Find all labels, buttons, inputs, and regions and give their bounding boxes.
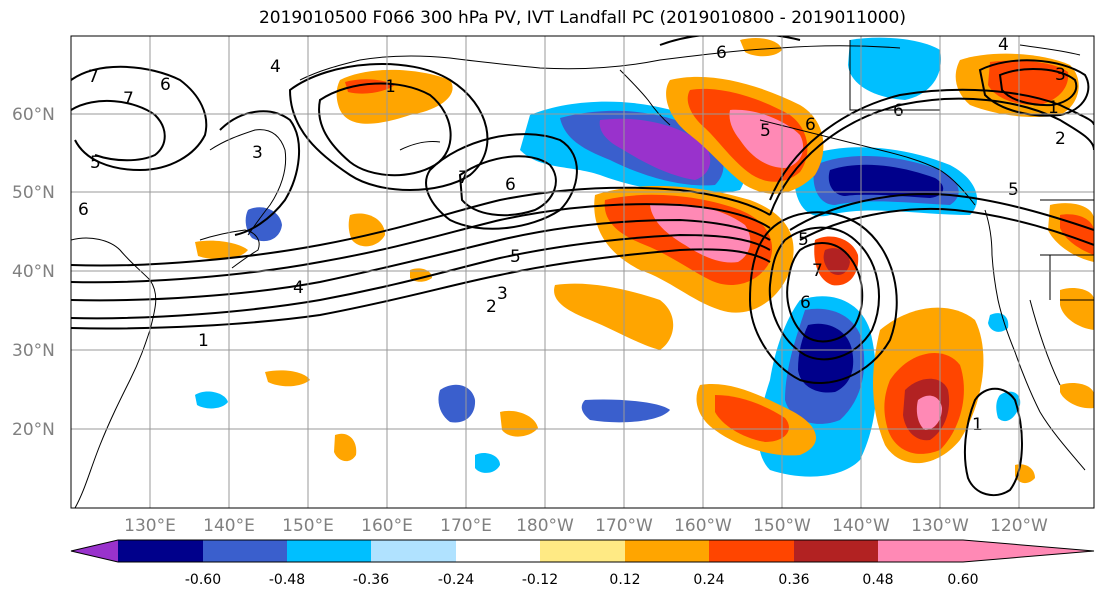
lat-label-50n: 50°N xyxy=(12,183,55,203)
contour-label-1c: 1 xyxy=(1048,98,1059,118)
contour-label-6c: 6 xyxy=(800,293,811,313)
contour-label-7c: 7 xyxy=(88,67,99,87)
contour-label-6: 6 xyxy=(505,175,516,195)
pv-contours xyxy=(71,36,1094,497)
contour-label-4c: 4 xyxy=(998,35,1009,55)
colorbar-tick-label: -0.60 xyxy=(185,572,221,588)
colorbar-tick-label: -0.48 xyxy=(269,572,305,588)
colorbar-tick-label: 0.48 xyxy=(862,572,893,588)
contour-label-2: 2 xyxy=(486,297,497,317)
lon-label-180w: 180°W xyxy=(516,516,574,536)
colorbar-tick-label: -0.36 xyxy=(353,572,389,588)
lon-label-150w: 150°W xyxy=(753,516,811,536)
positive-anomaly-regions xyxy=(195,38,1094,484)
colorbar-extend-high xyxy=(878,540,963,562)
colorbar-segment xyxy=(709,540,794,562)
colorbar-tick-label: 0.60 xyxy=(947,572,978,588)
colorbar: -0.60 -0.48 -0.36 -0.24 -0.12 0.12 0.24 … xyxy=(70,539,1095,588)
lat-label-40n: 40°N xyxy=(12,262,55,282)
gridlines xyxy=(71,36,1094,508)
contour-label-1d: 1 xyxy=(972,415,983,435)
contour-label-5e: 5 xyxy=(90,153,101,173)
lat-label-20n: 20°N xyxy=(12,420,55,440)
contour-label-3c: 3 xyxy=(252,143,263,163)
contour-label-4b: 4 xyxy=(270,57,281,77)
contour-label-3: 3 xyxy=(497,284,508,304)
contour-label-2b: 2 xyxy=(1055,129,1066,149)
map-frame xyxy=(70,35,1095,509)
contour-label-5d: 5 xyxy=(760,121,771,141)
map-panel: 1 2 3 4 5 6 7 1 3 2 1 6 5 5 6 7 6 5 6 1 … xyxy=(71,35,1094,508)
colorbar-extend-high-arrow xyxy=(963,540,1094,562)
colorbar-segment xyxy=(456,540,540,562)
contour-label-5: 5 xyxy=(510,247,521,267)
colorbar-extend-low xyxy=(71,540,118,562)
lat-label-60n: 60°N xyxy=(12,105,55,125)
colorbar-segment xyxy=(794,540,878,562)
colorbar-segment xyxy=(371,540,456,562)
map-title: 2019010500 F066 300 hPa PV, IVT Landfall… xyxy=(258,8,906,28)
contour-label-7d: 7 xyxy=(123,89,134,109)
contour-label-7: 7 xyxy=(458,168,469,188)
colorbar-tick-label: -0.12 xyxy=(522,572,558,588)
colorbar-tick-label: 0.36 xyxy=(778,572,809,588)
contour-label-1b: 1 xyxy=(385,77,396,97)
lon-label-150e: 150°E xyxy=(282,516,334,536)
contour-label-5b: 5 xyxy=(1008,180,1019,200)
lon-label-140w: 140°W xyxy=(832,516,890,536)
lon-label-170e: 170°E xyxy=(440,516,492,536)
lon-label-160w: 160°W xyxy=(674,516,732,536)
colorbar-tick-label: 0.24 xyxy=(693,572,724,588)
contour-label-6b: 6 xyxy=(893,101,904,121)
colorbar-tick-label: 0.12 xyxy=(609,572,640,588)
colorbar-tick-label: -0.24 xyxy=(438,572,474,588)
lon-label-170w: 170°W xyxy=(595,516,653,536)
contour-label-1: 1 xyxy=(198,331,209,351)
lon-label-140e: 140°E xyxy=(203,516,255,536)
contour-label-5c: 5 xyxy=(798,230,809,250)
colorbar-segment xyxy=(625,540,709,562)
colorbar-segment xyxy=(287,540,371,562)
lon-label-120w: 120°W xyxy=(990,516,1048,536)
lon-label-130w: 130°W xyxy=(911,516,969,536)
contour-labels: 1 2 3 4 5 6 7 1 3 2 1 6 5 5 6 7 6 5 6 1 … xyxy=(78,35,1066,435)
colorbar-segment xyxy=(118,540,203,562)
latitude-labels: 60°N 50°N 40°N 30°N 20°N xyxy=(12,105,55,440)
contour-label-6g: 6 xyxy=(78,200,89,220)
contour-label-4: 4 xyxy=(293,278,304,298)
lat-label-30n: 30°N xyxy=(12,341,55,361)
contour-label-3b: 3 xyxy=(1055,65,1066,85)
contour-label-6e: 6 xyxy=(805,115,816,135)
contour-label-6f: 6 xyxy=(160,75,171,95)
longitude-labels: 130°E 140°E 150°E 160°E 170°E 180°W 170°… xyxy=(124,516,1048,536)
colorbar-segment xyxy=(540,540,625,562)
contour-label-6d: 6 xyxy=(716,43,727,63)
colorbar-segment xyxy=(203,540,287,562)
lon-label-130e: 130°E xyxy=(124,516,176,536)
lon-label-160e: 160°E xyxy=(361,516,413,536)
